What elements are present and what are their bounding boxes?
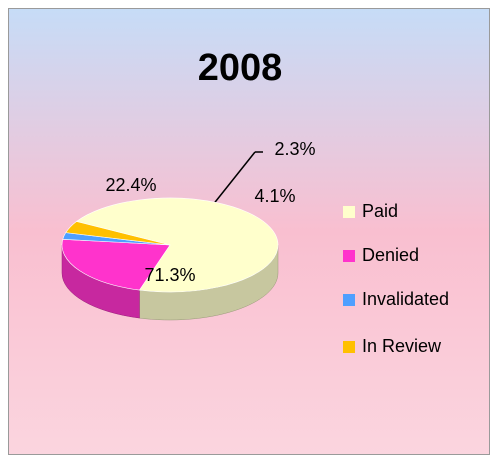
legend-label: Paid [362,201,398,221]
legend-swatch [343,341,355,353]
legend-swatch [343,206,355,218]
data-label: 71.3% [144,265,195,285]
legend-swatch [343,250,355,262]
chart-title: 2008 [198,47,283,89]
legend-swatch [343,294,355,306]
legend-label: In Review [362,336,442,356]
slice [61,238,171,291]
data-label: 4.1% [254,186,295,206]
slice [75,197,279,293]
legend-label: Denied [362,245,419,265]
data-label: 22.4% [105,175,156,195]
legend-label: Invalidated [362,289,449,309]
leader-line [211,151,256,207]
data-label: 2.3% [274,139,315,159]
slice [65,221,171,246]
